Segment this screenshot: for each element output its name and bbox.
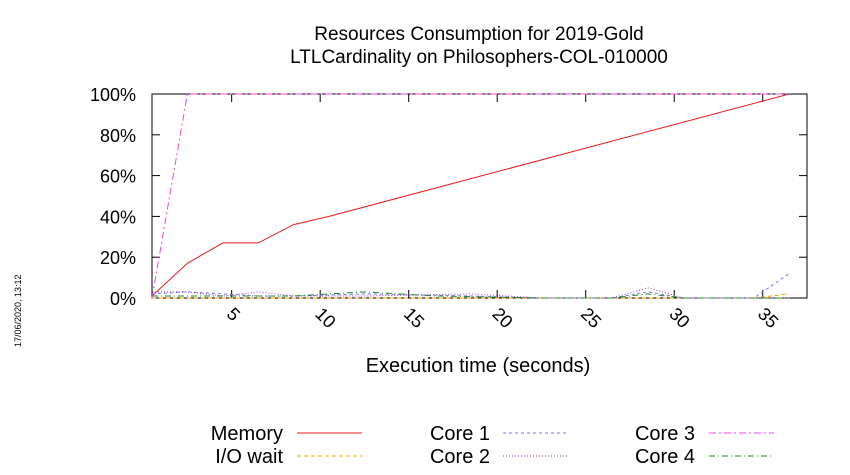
x-tick-label: 30: [665, 304, 693, 332]
plot-axes: [151, 93, 808, 299]
x-tick-label: 10: [311, 304, 339, 332]
x-tick-label: 20: [488, 304, 516, 332]
y-tick-label: 0%: [110, 289, 136, 309]
y-tick-label: 20%: [100, 248, 136, 268]
series-line-core-1: [151, 273, 790, 299]
plot-frame: [151, 93, 808, 299]
legend-label-core-2: Core 2: [430, 446, 490, 468]
legend-label-memory: Memory: [211, 423, 283, 445]
x-tick-label: 5: [223, 304, 244, 325]
timestamp: 17/06/2020, 13:12: [13, 274, 23, 347]
x-axis-label: Execution time (seconds): [366, 355, 591, 377]
legend-label-core-1: Core 1: [430, 423, 490, 445]
chart-title-line-1: Resources Consumption for 2019-Gold: [314, 24, 644, 45]
series-line-i-o-wait: [152, 293, 790, 299]
x-tick-label: 25: [577, 304, 605, 332]
legend-label-core-4: Core 4: [635, 446, 695, 468]
y-axis-ticks: 0% 20% 40% 60% 80% 100%: [90, 85, 807, 309]
series-line-core-3: [151, 93, 790, 299]
series-line-core-4: [152, 291, 790, 299]
y-tick-label: 60%: [100, 167, 136, 187]
y-tick-label: 80%: [100, 126, 136, 146]
series-lines: [151, 93, 790, 299]
legend-label-core-3: Core 3: [635, 423, 695, 445]
x-tick-label: 35: [754, 304, 782, 332]
series-line-memory: [151, 93, 790, 297]
chart-title-line-2: LTLCardinality on Philosophers-COL-01000…: [290, 47, 668, 68]
chart-title: Resources Consumption for 2019-GoldLTLCa…: [290, 24, 668, 68]
legend-label-i-o-wait: I/O wait: [215, 446, 283, 468]
y-tick-label: 40%: [100, 207, 136, 227]
x-tick-label: 15: [400, 304, 428, 332]
series-line-core-2: [152, 287, 790, 299]
x-axis-ticks: 5 10 15 20 25 30 35: [223, 94, 782, 332]
y-tick-label: 100%: [90, 85, 136, 105]
